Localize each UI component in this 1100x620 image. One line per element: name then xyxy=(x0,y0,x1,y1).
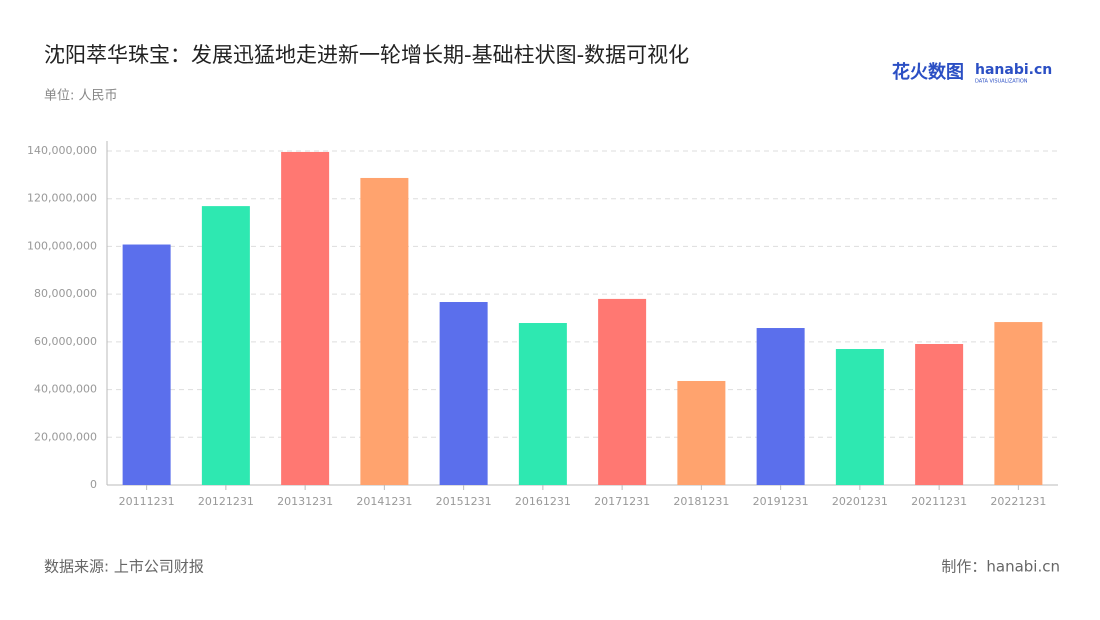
chart-subtitle: 单位: 人民币 xyxy=(44,89,118,104)
bar xyxy=(677,380,726,485)
bar xyxy=(439,302,488,485)
x-tick-label: 20161231 xyxy=(515,495,571,508)
bar xyxy=(835,349,884,485)
y-tick-label: 80,000,000 xyxy=(34,287,97,300)
y-tick-label: 40,000,000 xyxy=(34,383,97,396)
bar xyxy=(994,322,1043,485)
y-tick-label: 60,000,000 xyxy=(34,335,97,348)
y-tick-label: 140,000,000 xyxy=(27,144,97,157)
y-tick-label: 0 xyxy=(90,478,97,491)
bar xyxy=(598,298,647,485)
bar xyxy=(122,244,171,485)
credit: 制作：hanabi.cn xyxy=(941,558,1060,576)
y-tick-label: 20,000,000 xyxy=(34,430,97,443)
bar xyxy=(518,323,567,485)
bar xyxy=(915,344,964,485)
x-tick-label: 20141231 xyxy=(356,495,412,508)
x-tick-label: 20171231 xyxy=(594,495,650,508)
bar xyxy=(201,206,250,486)
x-tick-label: 20201231 xyxy=(832,495,888,508)
x-tick-label: 20111231 xyxy=(119,495,175,508)
source: 数据来源: 上市公司财报 xyxy=(44,558,204,576)
x-tick-label: 20121231 xyxy=(198,495,254,508)
y-tick-label: 100,000,000 xyxy=(27,239,97,252)
x-tick-label: 20211231 xyxy=(911,495,967,508)
x-tick-label: 20151231 xyxy=(436,495,492,508)
logo-en: hanabi.cn xyxy=(975,62,1052,78)
bar xyxy=(281,151,330,485)
logo-cn: 花火数图 xyxy=(892,61,964,83)
chart-title: 沈阳萃华珠宝：发展迅猛地走进新一轮增长期-基础柱状图-数据可视化 xyxy=(44,43,689,67)
y-tick-label: 120,000,000 xyxy=(27,192,97,205)
bar xyxy=(756,328,805,485)
bar xyxy=(360,177,409,486)
x-tick-label: 20191231 xyxy=(753,495,809,508)
logo-tagline: DATA VISUALIZATION xyxy=(975,79,1028,85)
x-tick-label: 20181231 xyxy=(673,495,729,508)
x-tick-label: 20221231 xyxy=(990,495,1046,508)
x-tick-label: 20131231 xyxy=(277,495,333,508)
